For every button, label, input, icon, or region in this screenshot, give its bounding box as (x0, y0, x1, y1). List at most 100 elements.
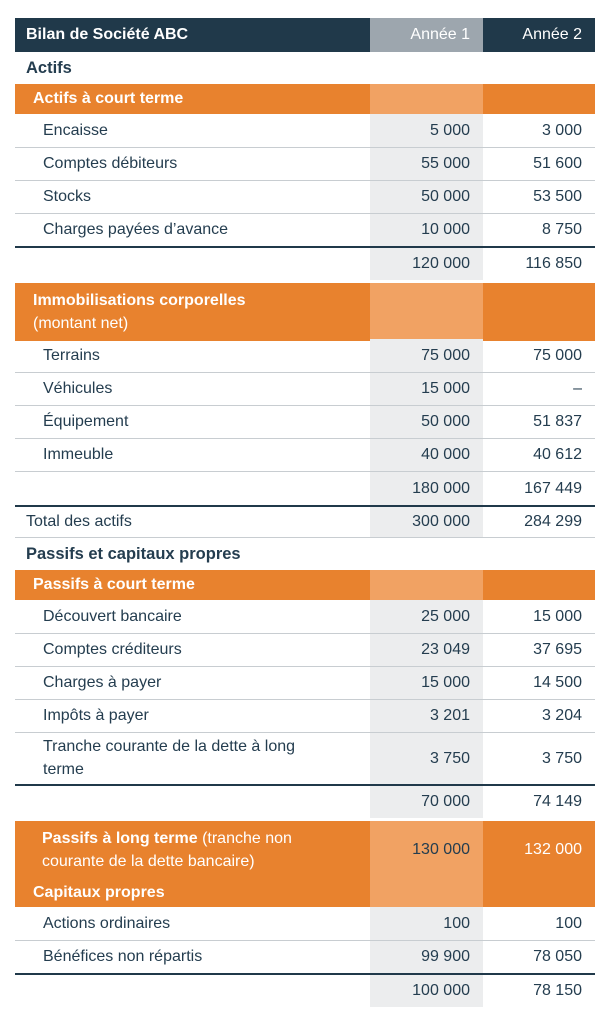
row-label: Bénéfices non répartis (43, 948, 203, 965)
row-label: Comptes créditeurs (43, 641, 182, 658)
row-value-year2: 3 000 (541, 121, 582, 139)
subtotal-label (15, 786, 370, 818)
row-value-year1: 23 049 (370, 634, 483, 666)
row-value-year1: 55 000 (370, 148, 483, 180)
column-header-year1: Année 1 (370, 18, 483, 52)
row-label: Comptes débiteurs (43, 155, 178, 172)
row-label: Passifs à long terme (tranche non couran… (15, 821, 370, 880)
subtotal-row: 70 000 74 149 (15, 784, 595, 818)
table-row: Véhicules 15 000 – (15, 372, 595, 405)
subtotal-row: 100 000 78 150 (15, 973, 595, 1007)
row-value-year1: 50 000 (370, 406, 483, 438)
group-header-year1-cell (370, 570, 483, 600)
row-value-year2: 51 837 (533, 413, 582, 430)
group-header-year1-cell (370, 84, 483, 114)
row-label-sub: (tranche non courante de la dette bancai… (42, 830, 292, 871)
row-label-text: Tranche courante de la dette à long term… (43, 738, 296, 778)
table-row: Découvert bancaire 25 000 15 000 (15, 600, 595, 633)
column-header-year2: Année 2 (483, 18, 595, 52)
group-header-label: Immobilisations corporelles (montant net… (15, 283, 370, 342)
row-value-year2: 3 750 (541, 749, 582, 767)
row-label: Terrains (43, 346, 100, 364)
row-value-year2: 132 000 (483, 821, 595, 880)
group-header-passifs-court-terme: Passifs à court terme (15, 570, 595, 600)
table-row: Charges payées d’avance 10 000 8 750 (15, 213, 595, 246)
subtotal-year1: 120 000 (370, 248, 483, 280)
total-year1: 300 000 (370, 507, 483, 537)
group-header-label-sub: (montant net) (33, 315, 129, 333)
row-value-year1: 3 201 (370, 700, 483, 732)
row-value-year1: 10 000 (370, 214, 483, 246)
row-value-year1: 3 750 (370, 733, 483, 784)
subtotal-year2: 116 850 (525, 255, 582, 272)
table-row: Comptes créditeurs 23 049 37 695 (15, 633, 595, 666)
total-label: Total des actifs (26, 513, 132, 530)
row-value-year2: 53 500 (533, 188, 582, 205)
row-label-text: Passifs à long terme (tranche non couran… (42, 827, 347, 873)
row-value-year1: 15 000 (370, 667, 483, 699)
group-header-label: Actifs à court terme (15, 84, 370, 114)
row-value-year2: 100 (555, 914, 582, 932)
row-value-year2: 15 000 (533, 607, 582, 625)
group-header-label: Passifs à court terme (15, 570, 370, 600)
table-title: Bilan de Société ABC (15, 18, 370, 52)
table-row: Tranche courante de la dette à long term… (15, 732, 595, 784)
row-label: Découvert bancaire (43, 607, 182, 625)
subtotal-label (15, 975, 370, 1007)
row-label: Charges à payer (43, 674, 162, 691)
row-value-year1: 100 (370, 907, 483, 940)
table-header-row: Bilan de Société ABC Année 1 Année 2 (15, 18, 595, 52)
subtotal-year1: 180 000 (370, 472, 483, 505)
row-passifs-long-terme: Passifs à long terme (tranche non couran… (15, 821, 595, 880)
row-label: Actions ordinaires (43, 914, 171, 932)
table-row: Bénéfices non répartis 99 900 78 050 (15, 940, 595, 973)
subtotal-year1: 100 000 (370, 975, 483, 1007)
table-row: Actions ordinaires 100 100 (15, 907, 595, 940)
group-header-label-bold: Immobilisations corporelles (33, 292, 246, 309)
group-header-year1-cell (370, 283, 483, 342)
row-value-year1: 130 000 (370, 821, 483, 880)
group-header-year2-cell (483, 878, 595, 907)
row-value-year2: 75 000 (533, 346, 582, 364)
table-row: Terrains 75 000 75 000 (15, 339, 595, 372)
row-value-year2: 51 600 (533, 155, 582, 172)
row-value-year1: 25 000 (370, 600, 483, 633)
row-label: Tranche courante de la dette à long term… (15, 733, 370, 784)
row-value-year2: 37 695 (533, 641, 582, 658)
balance-sheet-table: Bilan de Société ABC Année 1 Année 2 Act… (15, 18, 595, 1007)
total-year2: 284 299 (524, 513, 582, 530)
subtotal-row: 180 000 167 449 (15, 471, 595, 505)
section-heading-passifs: Passifs et capitaux propres (26, 544, 241, 563)
group-header-actifs-court-terme: Actifs à court terme (15, 84, 595, 114)
table-row: Équipement 50 000 51 837 (15, 405, 595, 438)
subtotal-year2: 78 150 (533, 982, 582, 999)
subtotal-year2: 167 449 (524, 479, 582, 497)
row-value-year2: 8 750 (541, 221, 582, 238)
table-row: Encaisse 5 000 3 000 (15, 114, 595, 147)
section-heading-actifs: Actifs (26, 58, 72, 77)
subtotal-year1: 70 000 (370, 786, 483, 818)
row-value-year2: 40 612 (533, 446, 582, 463)
group-header-label: Capitaux propres (15, 878, 370, 907)
row-label: Encaisse (43, 121, 108, 139)
row-value-year1: 50 000 (370, 181, 483, 213)
row-value-year2: 78 050 (533, 948, 582, 965)
group-header-capitaux-propres: Capitaux propres (15, 877, 595, 907)
subtotal-year2: 74 149 (533, 793, 582, 810)
row-value-year1: 99 900 (370, 941, 483, 973)
table-row: Immeuble 40 000 40 612 (15, 438, 595, 471)
row-label: Impôts à payer (43, 707, 149, 724)
row-value-year1: 5 000 (370, 114, 483, 147)
row-label: Véhicules (43, 380, 113, 397)
group-header-year2-cell (483, 283, 595, 342)
row-value-year2: 3 204 (541, 707, 582, 724)
row-label: Immeuble (43, 446, 114, 463)
row-label: Stocks (43, 188, 92, 205)
row-value-year1: 75 000 (370, 339, 483, 372)
row-value-year2: 14 500 (533, 674, 582, 691)
table-row: Charges à payer 15 000 14 500 (15, 666, 595, 699)
subtotal-label (15, 472, 370, 505)
subtotal-label (15, 248, 370, 280)
table-row: Stocks 50 000 53 500 (15, 180, 595, 213)
total-actifs-row: Total des actifs 300 000 284 299 (15, 505, 595, 538)
